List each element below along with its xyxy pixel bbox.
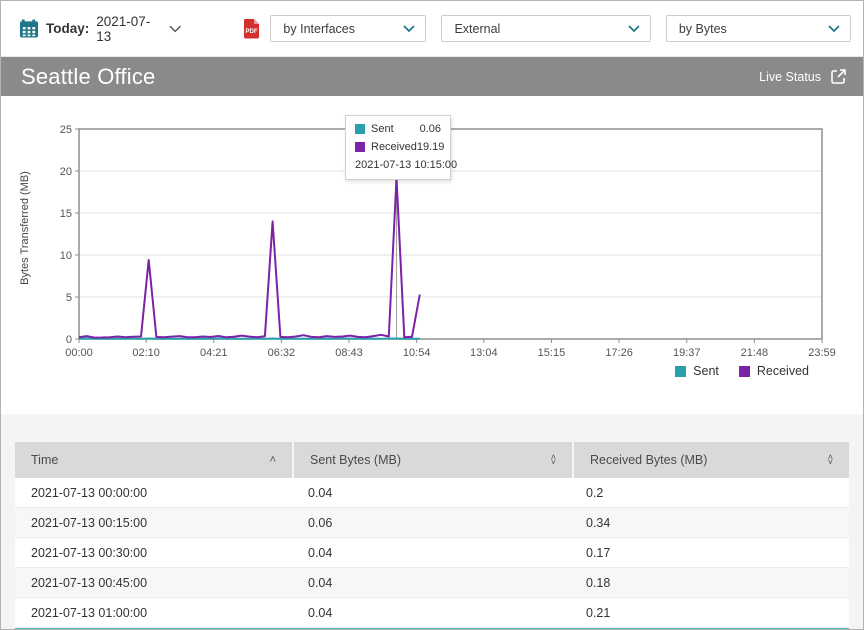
sort-ascending-icon[interactable]: ˄: [269, 454, 276, 466]
svg-text:13:04: 13:04: [470, 347, 498, 359]
chevron-down-icon: [628, 24, 640, 32]
metric-dropdown-value: by Bytes: [678, 21, 727, 36]
chevron-down-icon: [169, 25, 181, 32]
cell-received-bytes: 0.21: [586, 605, 611, 620]
svg-text:00:00: 00:00: [65, 347, 93, 359]
svg-text:04:21: 04:21: [200, 347, 228, 359]
cell-received-bytes: 0.18: [586, 575, 611, 590]
column-header-time[interactable]: Time ˄: [15, 442, 292, 478]
interfaces-dropdown-value: by Interfaces: [283, 21, 355, 36]
legend-item-received[interactable]: Received: [738, 364, 809, 378]
interfaces-dropdown[interactable]: by Interfaces: [270, 15, 427, 42]
cell-time: 2021-07-13 00:45:00: [31, 575, 148, 590]
svg-text:25: 25: [60, 124, 72, 136]
chart-legend: Sent Received: [675, 364, 809, 378]
toolbar: Today: 2021-07-13 PDF by Interfaces Exte…: [1, 1, 863, 57]
live-status-label: Live Status: [759, 69, 821, 84]
svg-text:5: 5: [66, 292, 72, 304]
cell-received-bytes: 0.2: [586, 485, 604, 500]
sort-icon[interactable]: ˄ ˅: [827, 452, 833, 467]
svg-text:10:54: 10:54: [403, 347, 431, 359]
svg-text:21:48: 21:48: [741, 347, 769, 359]
bytes-transferred-chart[interactable]: 0 5 10 15 20 25 00:00 02:10 04:21 06:32 08:43 10:54…: [1, 96, 864, 362]
legend-item-sent[interactable]: Sent: [675, 364, 719, 378]
sort-icon[interactable]: ˄ ˅: [550, 452, 556, 467]
svg-text:02:10: 02:10: [132, 347, 160, 359]
column-header-received-bytes[interactable]: Received Bytes (MB) ˄ ˅: [574, 442, 849, 478]
page-title: Seattle Office: [21, 63, 156, 89]
svg-text:19:37: 19:37: [673, 347, 701, 359]
svg-text:06:32: 06:32: [268, 347, 296, 359]
table-row[interactable]: 2021-07-13 00:15:00 0.06 0.34: [15, 508, 849, 538]
chevron-down-icon: [403, 24, 416, 32]
cell-time: 2021-07-13 00:30:00: [31, 545, 148, 560]
cell-sent-bytes: 0.04: [308, 575, 333, 590]
cell-sent-bytes: 0.04: [308, 485, 333, 500]
cell-time: 2021-07-13 01:00:00: [31, 605, 148, 620]
table-header-row: Time ˄ Sent Bytes (MB) ˄ ˅ Received Bytes…: [15, 442, 849, 478]
svg-text:15: 15: [60, 208, 72, 220]
cell-received-bytes: 0.17: [586, 545, 611, 560]
svg-text:08:43: 08:43: [335, 347, 363, 359]
live-status-link[interactable]: Live Status: [759, 68, 847, 85]
svg-text:15:15: 15:15: [538, 347, 566, 359]
svg-text:17:26: 17:26: [605, 347, 633, 359]
cell-received-bytes: 0.34: [586, 515, 611, 530]
cell-sent-bytes: 0.04: [308, 545, 333, 560]
device-banner: Seattle Office Live Status: [1, 57, 863, 96]
svg-text:20: 20: [60, 166, 72, 178]
table-section: Time ˄ Sent Bytes (MB) ˄ ˅ Received Bytes…: [1, 414, 863, 629]
table-body: 2021-07-13 00:00:00 0.04 0.2 2021-07-13 00:…: [15, 478, 849, 628]
received-legend-swatch: [738, 365, 750, 377]
cell-sent-bytes: 0.06: [308, 515, 333, 530]
chevron-down-icon: [828, 24, 840, 32]
interface-select-dropdown[interactable]: External: [441, 15, 651, 42]
table-row[interactable]: 2021-07-13 01:00:00 0.04 0.21: [15, 598, 849, 628]
y-axis-title: Bytes Transferred (MB): [19, 171, 31, 285]
cell-time: 2021-07-13 00:00:00: [31, 485, 148, 500]
interface-select-value: External: [454, 21, 501, 36]
column-header-sent-bytes[interactable]: Sent Bytes (MB) ˄ ˅: [294, 442, 572, 478]
table-row[interactable]: 2021-07-13 00:00:00 0.04 0.2: [15, 478, 849, 508]
metric-dropdown[interactable]: by Bytes: [665, 15, 851, 42]
svg-text:23:59: 23:59: [808, 347, 836, 359]
sent-legend-label: Sent: [693, 364, 719, 378]
svg-text:PDF: PDF: [246, 29, 258, 35]
table-row[interactable]: 2021-07-13 00:30:00 0.04 0.17: [15, 538, 849, 568]
cell-sent-bytes: 0.04: [308, 605, 333, 620]
svg-text:0: 0: [66, 334, 72, 346]
table-row[interactable]: 2021-07-13 00:45:00 0.04 0.18: [15, 568, 849, 598]
date-range-picker[interactable]: Today: 2021-07-13: [19, 14, 181, 44]
svg-text:10: 10: [60, 250, 72, 262]
date-value: 2021-07-13: [96, 13, 151, 44]
sent-legend-swatch: [675, 365, 687, 377]
chart-section: 0 5 10 15 20 25 00:00 02:10 04:21 06:32 08:43 10:54…: [1, 96, 863, 414]
external-link-icon: [831, 69, 846, 84]
date-label: Today:: [46, 21, 90, 36]
cell-time: 2021-07-13 00:15:00: [31, 515, 148, 530]
export-pdf-button[interactable]: PDF: [243, 18, 260, 39]
received-legend-label: Received: [756, 364, 809, 378]
bytes-table: Time ˄ Sent Bytes (MB) ˄ ˅ Received Bytes…: [15, 442, 849, 629]
pdf-icon: PDF: [244, 19, 260, 39]
calendar-icon: [19, 19, 39, 38]
